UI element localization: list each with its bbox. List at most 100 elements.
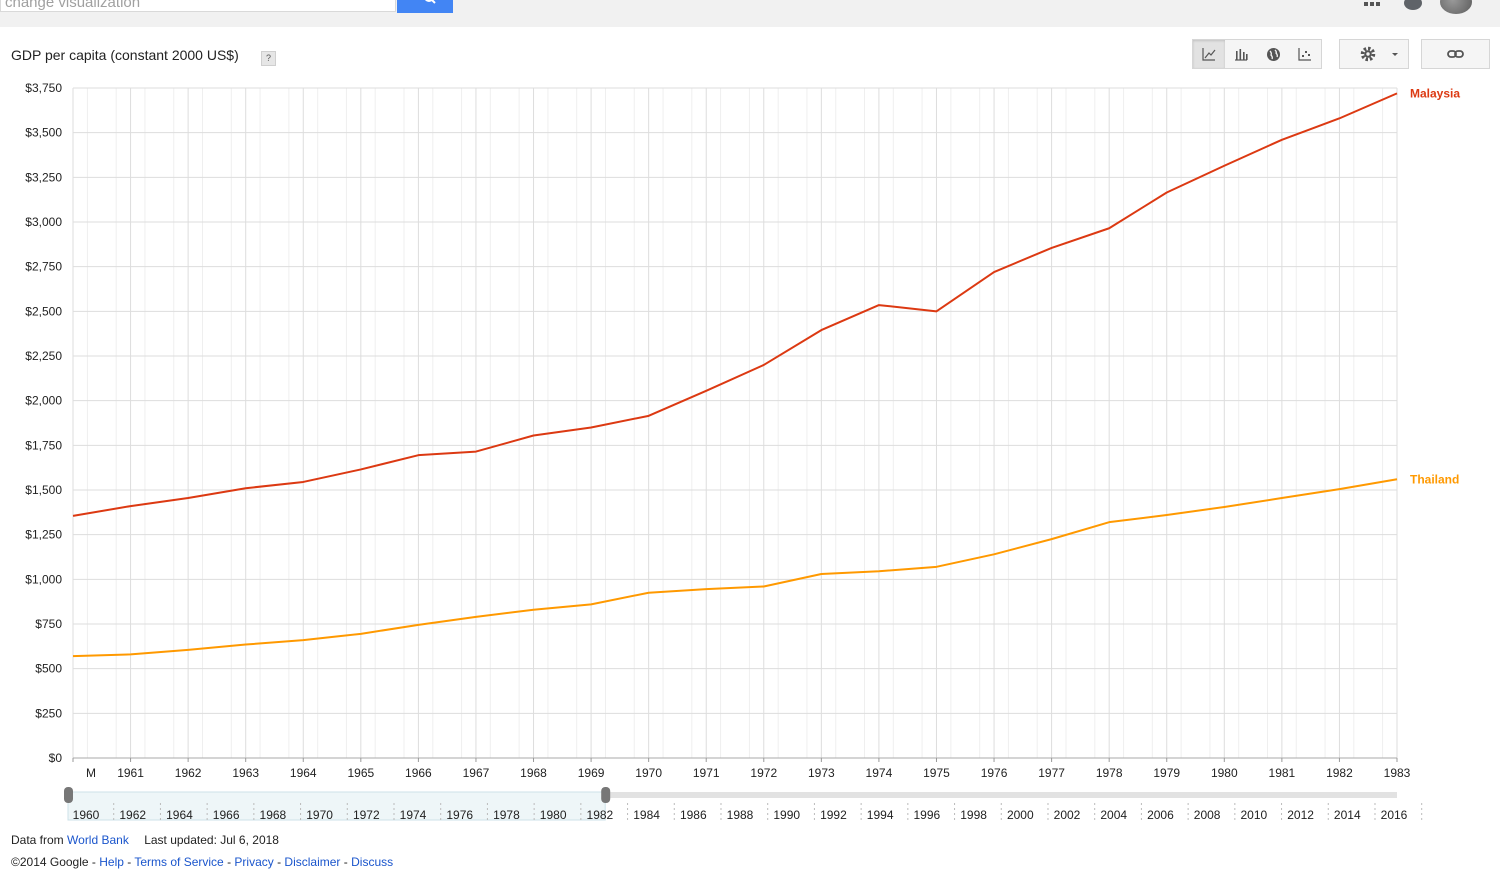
timeline-label: 1968 <box>260 808 287 822</box>
y-tick-label: $3,500 <box>25 126 62 140</box>
top-bar <box>0 0 1500 27</box>
x-tick-label: 1963 <box>232 766 259 780</box>
x-tick-label: M <box>86 766 96 780</box>
chart-type-toolbar <box>1192 39 1322 69</box>
disclaimer-link[interactable]: Disclaimer <box>284 855 341 869</box>
series-label-malaysia: Malaysia <box>1410 86 1460 100</box>
data-from-label: Data from <box>11 833 64 847</box>
x-tick-label: 1969 <box>578 766 605 780</box>
bar-chart-icon <box>1235 49 1248 61</box>
timeline-label: 1986 <box>680 808 707 822</box>
timeline-label: 1988 <box>727 808 754 822</box>
map-button[interactable] <box>1257 40 1289 68</box>
separator: - <box>273 855 285 869</box>
help-badge[interactable]: ? <box>261 51 276 66</box>
timeline-label: 1982 <box>587 808 614 822</box>
avatar[interactable] <box>1440 0 1472 14</box>
y-tick-label: $3,000 <box>25 215 62 229</box>
x-tick-label: 1975 <box>923 766 950 780</box>
x-tick-label: 1971 <box>693 766 720 780</box>
y-tick-label: $1,000 <box>25 572 62 586</box>
x-tick-label: 1962 <box>175 766 202 780</box>
x-tick-label: 1961 <box>117 766 144 780</box>
y-tick-label: $1,250 <box>25 528 62 542</box>
x-tick-label: 1966 <box>405 766 432 780</box>
timeline-label: 2012 <box>1287 808 1314 822</box>
link-button[interactable] <box>1421 39 1490 69</box>
timeline-label: 2004 <box>1100 808 1127 822</box>
apps-icon[interactable] <box>1364 0 1380 8</box>
timeline-label: 1978 <box>493 808 520 822</box>
timeline-handle-left[interactable] <box>64 787 73 803</box>
timeline-handle-right[interactable] <box>601 787 611 803</box>
y-tick-label: $3,250 <box>25 170 62 184</box>
gear-icon <box>1360 46 1398 62</box>
x-tick-label: 1976 <box>981 766 1008 780</box>
copyright-label: ©2014 Google - <box>11 855 100 869</box>
separator: - <box>123 855 135 869</box>
x-tick-label: 1973 <box>808 766 835 780</box>
timeline-label: 2002 <box>1054 808 1081 822</box>
timeline-label: 1992 <box>820 808 847 822</box>
timeline-label: 1974 <box>400 808 427 822</box>
scatter-button[interactable] <box>1289 40 1321 68</box>
timeline-label: 1994 <box>867 808 894 822</box>
separator: - <box>340 855 352 869</box>
bar-chart-button[interactable] <box>1225 40 1257 68</box>
timeline-label: 2010 <box>1241 808 1268 822</box>
help-link[interactable]: Help <box>99 855 124 869</box>
timeline-label: 1972 <box>353 808 380 822</box>
y-tick-label: $1,500 <box>25 483 62 497</box>
y-tick-label: $1,750 <box>25 438 62 452</box>
timeline-label: 2016 <box>1381 808 1408 822</box>
timeline-label: 1980 <box>540 808 567 822</box>
y-tick-label: $750 <box>35 617 62 631</box>
x-tick-label: 1982 <box>1326 766 1353 780</box>
data-source-footer: Data from World Bank Last updated: Jul 6… <box>11 833 279 847</box>
page-title: GDP per capita (constant 2000 US$) <box>11 47 239 63</box>
y-tick-label: $250 <box>35 706 62 720</box>
x-tick-label: 1978 <box>1096 766 1123 780</box>
last-updated-label: Last updated: Jul 6, 2018 <box>144 833 279 847</box>
series-line-thailand <box>72 478 1398 658</box>
x-tick-label: 1972 <box>750 766 777 780</box>
privacy-link[interactable]: Privacy <box>234 855 274 869</box>
timeline-track <box>68 792 1397 798</box>
y-tick-label: $2,500 <box>25 304 62 318</box>
help-circle-icon[interactable] <box>1404 0 1422 10</box>
separator: - <box>223 855 235 869</box>
timeline-label: 1976 <box>446 808 473 822</box>
discuss-link[interactable]: Discuss <box>351 855 394 869</box>
x-tick-label: 1977 <box>1038 766 1065 780</box>
series-line-malaysia <box>72 92 1398 517</box>
x-tick-label: 1979 <box>1153 766 1180 780</box>
timeline-selection <box>67 791 606 821</box>
settings-button[interactable] <box>1339 39 1409 69</box>
y-tick-label: $500 <box>35 662 62 676</box>
x-tick-label: 1980 <box>1211 766 1238 780</box>
globe-icon <box>1266 47 1280 61</box>
timeline-label: 2014 <box>1334 808 1361 822</box>
search-button[interactable] <box>397 0 453 13</box>
x-tick-label: 1974 <box>866 766 893 780</box>
y-tick-label: $2,000 <box>25 394 62 408</box>
timeline-label: 1970 <box>306 808 333 822</box>
scatter-icon <box>1298 48 1311 61</box>
timeline-label: 1962 <box>119 808 146 822</box>
world-bank-link[interactable]: World Bank <box>67 833 129 847</box>
x-tick-label: 1981 <box>1269 766 1296 780</box>
x-tick-label: 1970 <box>635 766 662 780</box>
timeline-label: 2008 <box>1194 808 1221 822</box>
timeline-label: 2000 <box>1007 808 1034 822</box>
terms-link[interactable]: Terms of Service <box>134 855 224 869</box>
search-icon <box>425 0 436 4</box>
line-chart-button[interactable] <box>1193 40 1225 68</box>
timeline-label: 1960 <box>73 808 100 822</box>
y-tick-label: $2,250 <box>25 349 62 363</box>
x-tick-label: 1968 <box>520 766 547 780</box>
line-chart-icon <box>1202 48 1216 61</box>
timeline-label: 1964 <box>166 808 193 822</box>
search-input[interactable] <box>0 0 396 12</box>
google-footer: ©2014 Google - Help - Terms of Service -… <box>11 855 393 869</box>
x-tick-label: 1967 <box>463 766 490 780</box>
